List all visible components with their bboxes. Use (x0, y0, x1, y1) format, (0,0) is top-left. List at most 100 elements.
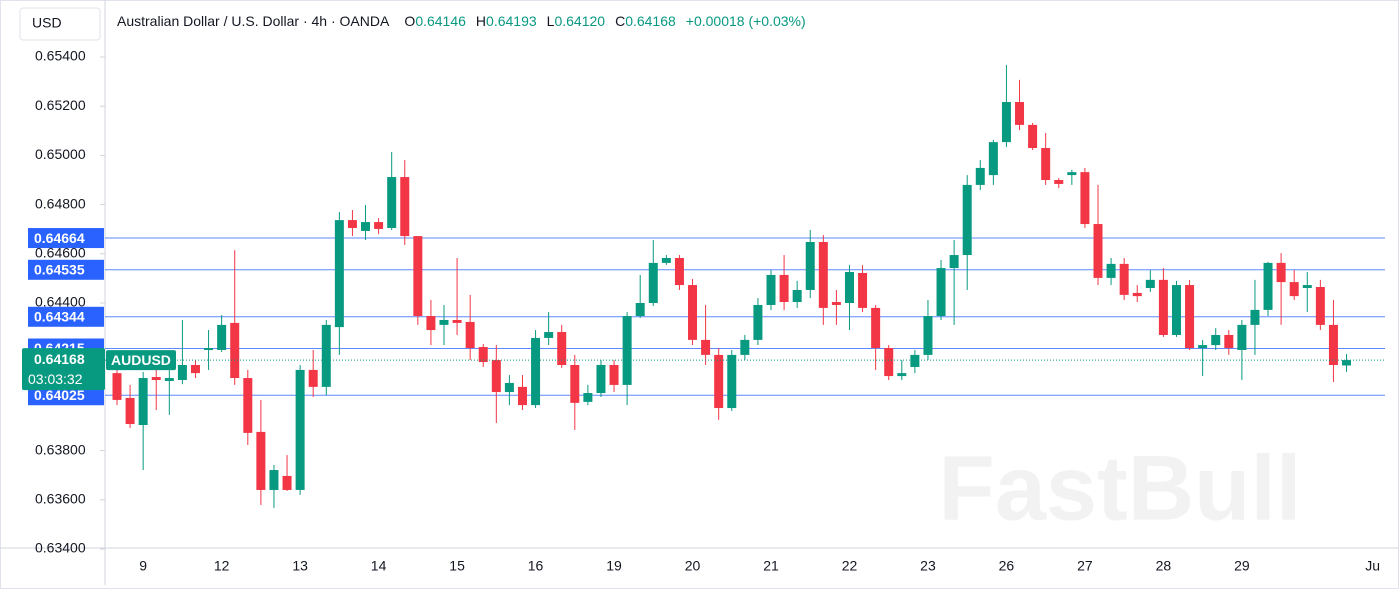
candle-body (1028, 124, 1038, 149)
candle-body (204, 348, 214, 350)
candle-body (413, 236, 423, 317)
candle-body (439, 319, 449, 325)
candle-body (256, 431, 266, 490)
candle-body (282, 475, 292, 490)
y-tick-label: 0.63800 (35, 441, 86, 457)
candle-body (1106, 263, 1116, 278)
candle-body (465, 321, 475, 349)
currency-box[interactable] (19, 7, 101, 41)
price-line-label: 0.64344 (34, 308, 85, 324)
candle-body (674, 257, 684, 286)
y-tick-label: 0.65000 (35, 146, 86, 162)
candle-body (1250, 309, 1260, 325)
y-tick-label: 0.64800 (35, 195, 86, 211)
candle-body (361, 222, 371, 231)
x-tick-label: 28 (1156, 558, 1172, 574)
candle-body (1054, 180, 1064, 184)
candle-body (308, 369, 318, 387)
candle-body (701, 339, 711, 355)
price-line-label: 0.64664 (34, 230, 85, 246)
legend: Australian Dollar / U.S. Dollar · 4h · O… (117, 13, 806, 29)
x-tick-label: 22 (842, 558, 858, 574)
candle-body (884, 348, 894, 377)
candle-body (910, 354, 920, 367)
ohlc-label: H (476, 13, 486, 29)
candle-body (177, 364, 187, 380)
ohlc-label: O (404, 13, 415, 29)
x-tick-label: 14 (371, 558, 387, 574)
candle-body (1080, 172, 1090, 225)
candle-body (962, 184, 972, 256)
candle-body (504, 382, 514, 393)
candle-body (517, 386, 527, 406)
candle-body (609, 364, 619, 385)
symbol-box (106, 350, 176, 371)
candle-body (531, 337, 541, 406)
candle-body (334, 220, 344, 328)
price-line-label-box (28, 385, 104, 406)
candle-body (1158, 279, 1168, 335)
candle-body (622, 316, 632, 385)
candle-body (661, 257, 671, 263)
candle-body (858, 272, 868, 308)
candle-body (844, 272, 854, 303)
candle-body (648, 262, 658, 303)
candle-body (1315, 287, 1325, 325)
candle-body (975, 167, 985, 185)
ohlc-value: 0.64193 (486, 13, 537, 29)
candle-body (1302, 285, 1312, 288)
candle-body (714, 354, 724, 409)
ohlc-value: 0.64120 (554, 13, 605, 29)
ohlc-label: L (547, 13, 555, 29)
candle-body (949, 255, 959, 269)
candle-body (818, 241, 828, 308)
candle-body (112, 373, 122, 400)
candle-body (635, 303, 645, 317)
currency[interactable]: USD (32, 15, 62, 31)
candle-body (269, 470, 279, 490)
candle-body (1224, 334, 1234, 349)
candle-body (1237, 324, 1247, 350)
candle-body (871, 307, 881, 349)
candle-body (831, 302, 841, 305)
candle-body (151, 377, 161, 380)
candle-body (936, 268, 946, 317)
candle-body (1276, 262, 1286, 283)
y-tick-label: 0.63600 (35, 491, 86, 507)
watermark: FastBull (939, 437, 1302, 539)
candle-body (544, 332, 554, 338)
candle-body (1132, 292, 1142, 297)
symbol-title: Australian Dollar / U.S. Dollar · 4h · O… (117, 13, 390, 29)
x-tick-label: 23 (920, 558, 936, 574)
candle-body (400, 177, 410, 237)
candle-body (688, 285, 698, 340)
y-tick-label: 0.65400 (35, 48, 86, 64)
change: +0.00018 (+0.03%) (686, 13, 806, 29)
candle-body (230, 322, 240, 379)
x-tick-label: 16 (528, 558, 544, 574)
candle-body (1211, 334, 1221, 346)
candle-body (1145, 279, 1155, 288)
ohlc-label: C (615, 13, 625, 29)
candle-body (1015, 102, 1025, 125)
candle-body (452, 319, 462, 323)
candle-body (1185, 285, 1195, 349)
candle-body (1289, 282, 1299, 297)
x-tick-label: 19 (606, 558, 622, 574)
y-tick-label: 0.64600 (35, 245, 86, 261)
price-line-label: 0.64535 (34, 261, 85, 277)
price-line-label-box (28, 306, 104, 327)
candle-body (1328, 324, 1338, 365)
y-tick-label: 0.65200 (35, 97, 86, 113)
candle-body (1067, 172, 1077, 176)
candle-body (753, 304, 763, 340)
candle-body (217, 324, 227, 350)
candle-body (779, 274, 789, 303)
x-tick-label: 29 (1234, 558, 1250, 574)
x-tick-label: 13 (292, 558, 308, 574)
candle-body (596, 364, 606, 394)
price-line-label-box (28, 259, 104, 280)
candle-body (125, 397, 135, 425)
price-line-label: 0.64025 (34, 387, 85, 403)
candle-body (295, 369, 305, 490)
